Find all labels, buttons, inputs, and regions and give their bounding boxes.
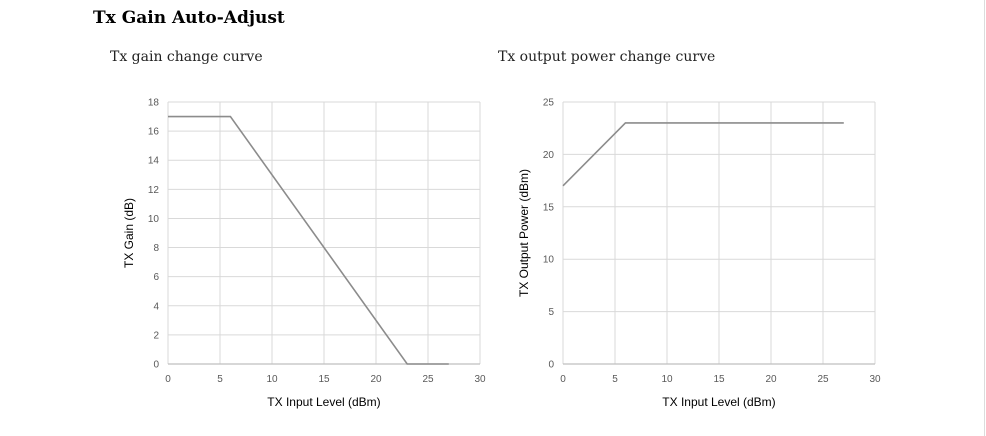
x-tick-label: 10	[661, 374, 673, 385]
x-tick-label: 15	[318, 374, 330, 385]
power-chart-title: Tx output power change curve	[498, 49, 716, 65]
y-tick-label: 20	[543, 150, 555, 161]
y-tick-label: 0	[153, 360, 159, 371]
x-tick-label: 5	[217, 374, 223, 385]
x-tick-label: 5	[612, 374, 618, 385]
y-tick-label: 12	[148, 185, 160, 196]
x-tick-label: 0	[560, 374, 566, 385]
series-line	[562, 122, 844, 187]
x-tick-label: 30	[869, 374, 881, 385]
y-tick-label: 0	[548, 360, 554, 371]
x-tick-label: 30	[474, 374, 486, 385]
y-tick-label: 4	[153, 301, 159, 312]
tx-output-power-chart: 0 5 10 15 20 25 30 0 5 10 15 20 25 TX Input Level (dB…	[517, 98, 881, 410]
x-tick-label: 10	[266, 374, 278, 385]
series-line	[168, 115, 449, 365]
x-tick-label: 15	[713, 374, 725, 385]
tx-gain-chart: 0 5 10 15 20 25 30 0 2 4 6 8 10 12 14 16 18 TX Input Leve…	[122, 98, 486, 410]
x-tick-label: 25	[422, 374, 434, 385]
y-tick-label: 25	[543, 98, 555, 109]
y-tick-label: 10	[543, 255, 555, 266]
y-tick-label: 18	[148, 98, 160, 109]
page-title: Tx Gain Auto-Adjust	[93, 8, 285, 28]
y-axis-title: TX Gain (dB)	[122, 198, 136, 268]
y-tick-label: 2	[153, 330, 159, 341]
y-tick-label: 14	[148, 156, 160, 167]
page-right-border	[984, 0, 985, 436]
y-tick-label: 6	[153, 272, 159, 283]
x-tick-label: 0	[165, 374, 171, 385]
y-tick-label: 10	[148, 214, 160, 225]
y-axis-title: TX Output Power (dBm)	[517, 169, 531, 297]
y-tick-label: 16	[148, 127, 160, 138]
x-tick-label: 25	[817, 374, 829, 385]
x-tick-label: 20	[370, 374, 382, 385]
x-tick-label: 20	[765, 374, 777, 385]
y-tick-label: 15	[543, 202, 555, 213]
gain-chart-title: Tx gain change curve	[110, 49, 263, 65]
y-tick-label: 5	[548, 307, 554, 318]
x-axis-title: TX Input Level (dBm)	[267, 395, 380, 409]
x-axis-title: TX Input Level (dBm)	[662, 395, 775, 409]
y-tick-label: 8	[153, 243, 159, 254]
